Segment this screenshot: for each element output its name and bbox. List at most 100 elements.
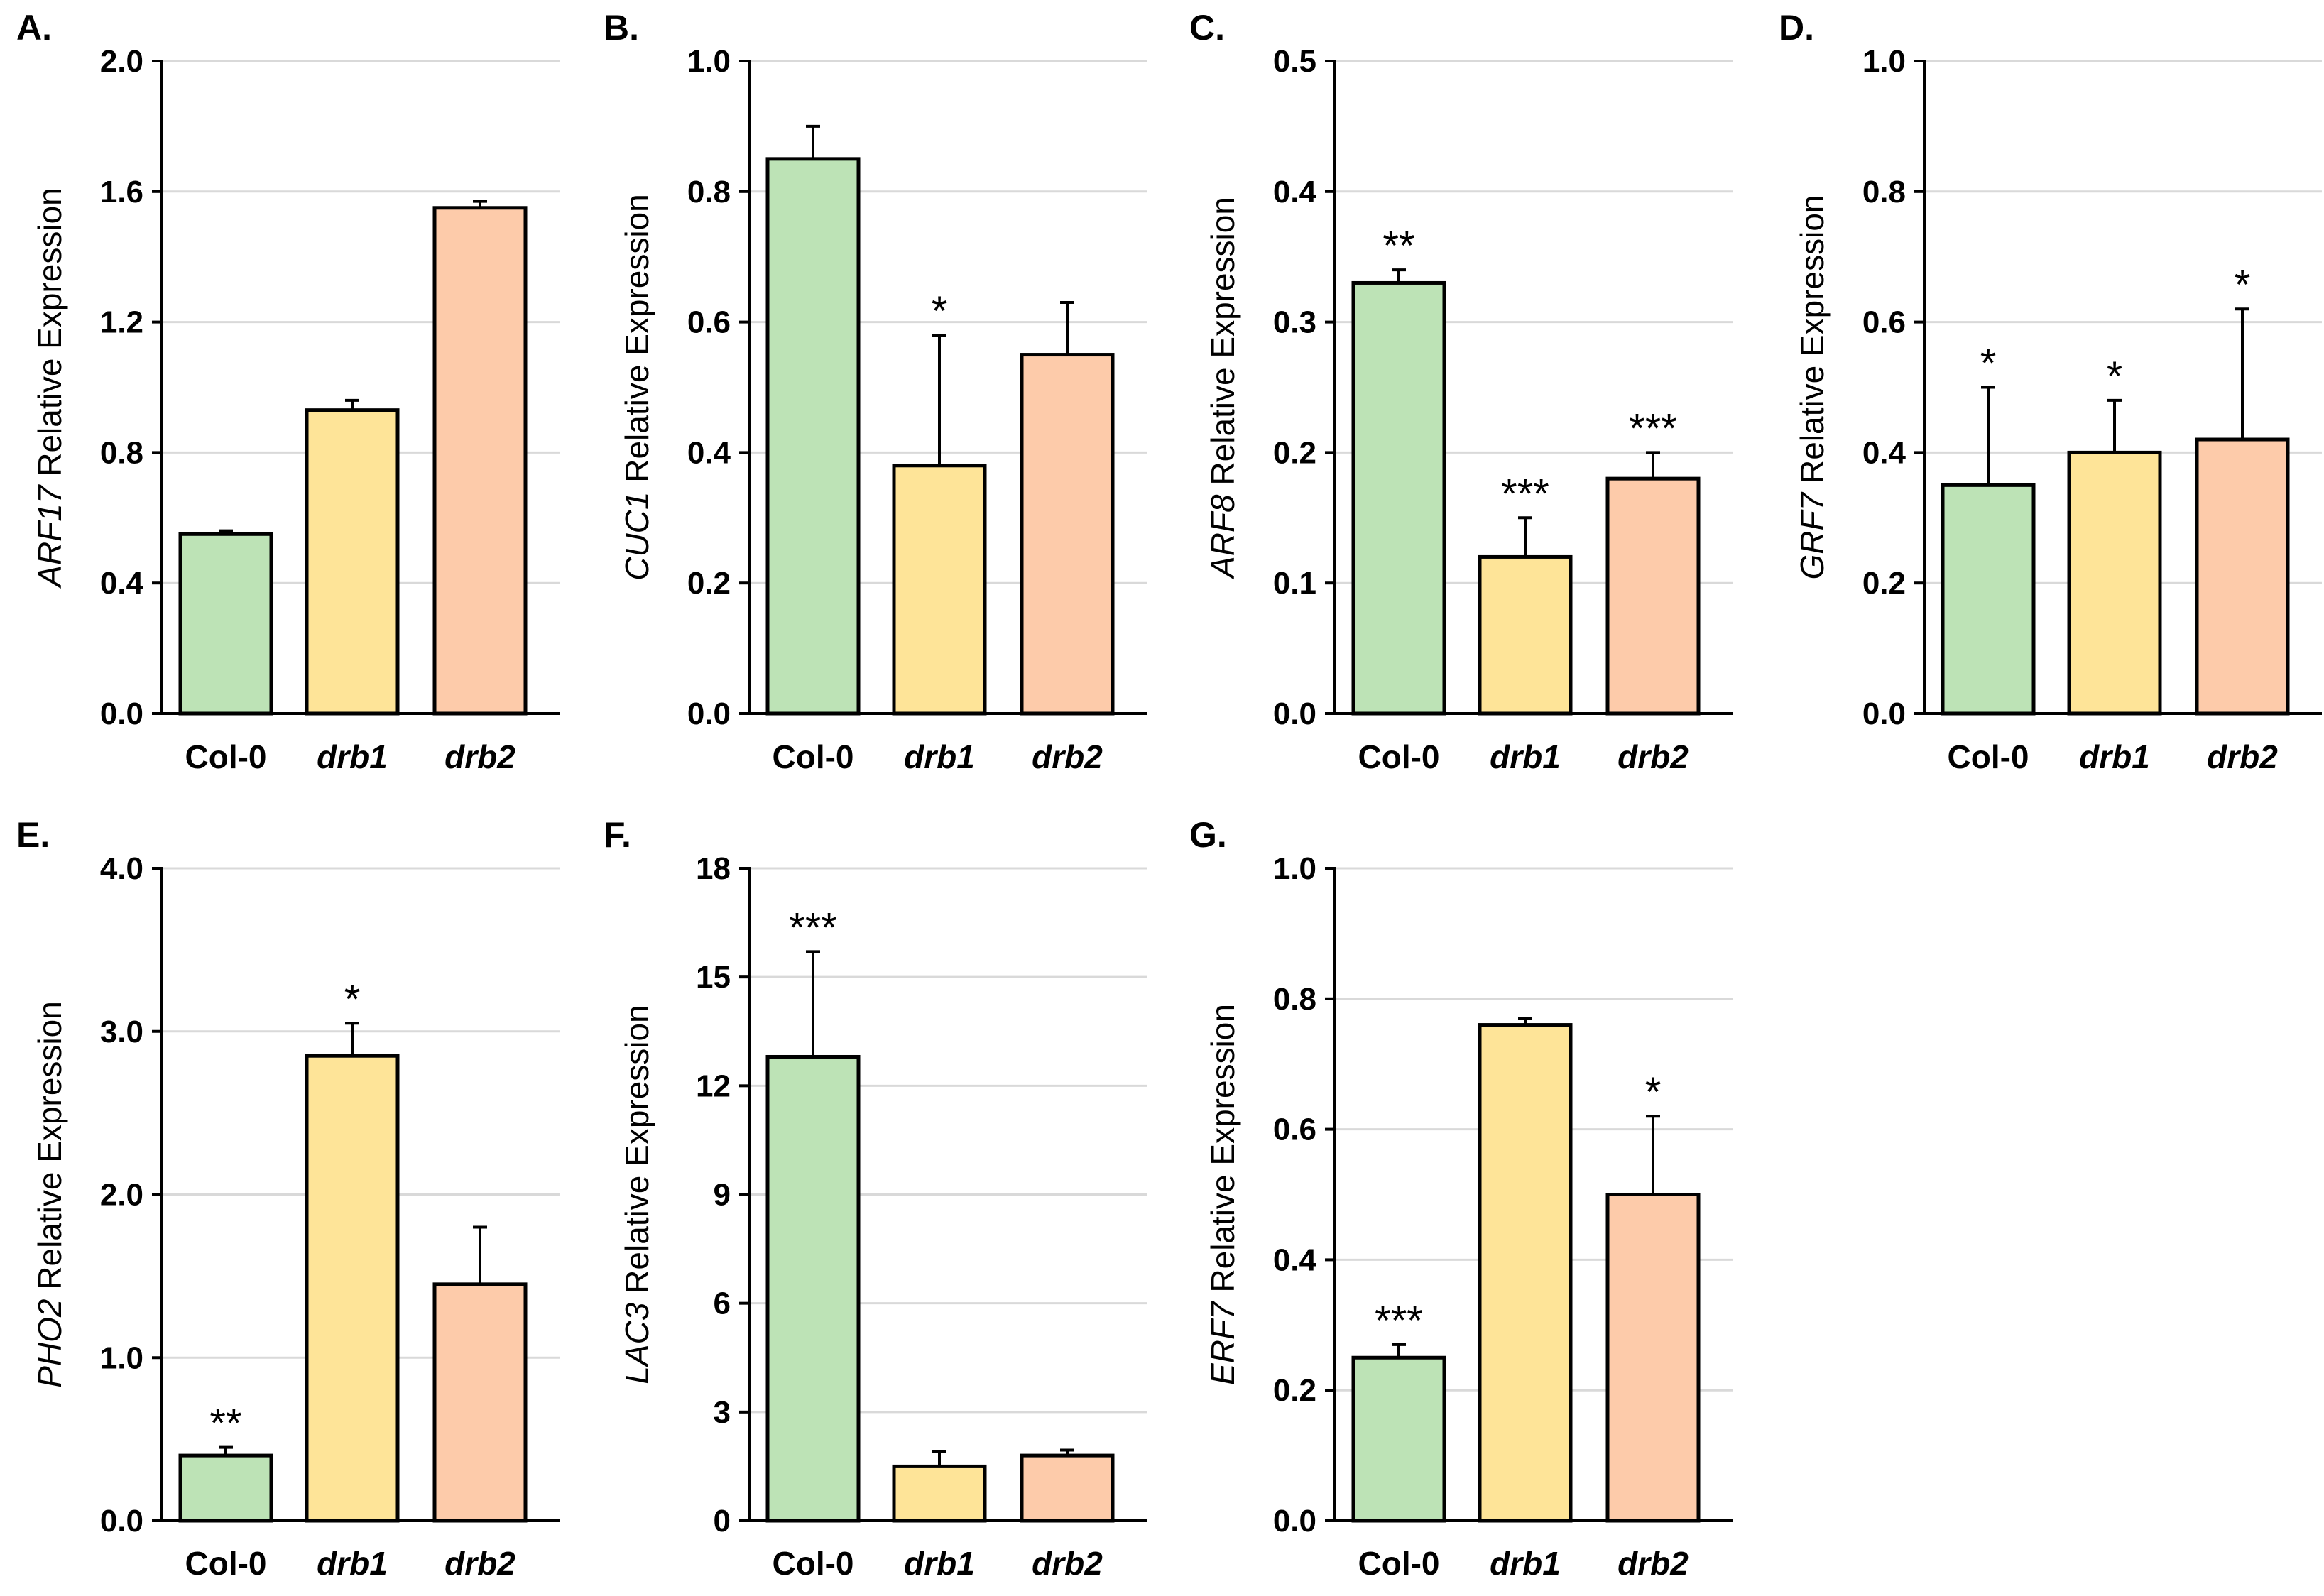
x-category-label-drb2: drb2 — [1032, 1545, 1103, 1582]
y-tick-label: 4.0 — [100, 851, 143, 886]
y-tick-label: 0.8 — [1862, 175, 1906, 209]
y-tick-label: 0.2 — [1273, 1373, 1316, 1408]
y-tick-label: 0.2 — [687, 566, 731, 601]
bar-col-0 — [1941, 483, 2036, 716]
y-axis-label: ARF8 Relative Expression — [1204, 197, 1241, 580]
y-tick-label: 12 — [696, 1068, 731, 1103]
panel-label: A. — [16, 8, 52, 48]
y-tick-label: 0.3 — [1273, 305, 1316, 340]
y-tick-label: 0.4 — [1273, 175, 1317, 209]
panel-g: G. 0.0 0.2 0.4 0.6 0.8 1.0 *** Col-0 drb1 * drb2 ERF… — [1189, 815, 1733, 1582]
y-tick-label: 3 — [714, 1395, 731, 1430]
x-category-label-drb2: drb2 — [444, 738, 515, 775]
x-category-label-col-0: Col-0 — [773, 1545, 854, 1582]
y-tick-label: 3.0 — [100, 1015, 143, 1049]
label-space — [618, 483, 655, 492]
gene-name: LAC3 — [618, 1302, 655, 1384]
y-tick-label: 0.6 — [1862, 305, 1906, 340]
bar-drb1 — [892, 464, 987, 716]
significance-marker: * — [1980, 341, 1997, 387]
significance-marker: ** — [1382, 223, 1414, 269]
panel-label: G. — [1189, 815, 1227, 855]
bar-col-0 — [1351, 1355, 1446, 1523]
y-tick-label: 1.6 — [100, 175, 143, 209]
y-tick-label: 0.0 — [100, 696, 143, 731]
panel-label: B. — [604, 8, 639, 48]
ylabel-suffix: Relative Expression — [1794, 195, 1831, 484]
panel-label: C. — [1189, 8, 1225, 48]
y-tick-label: 9 — [714, 1178, 731, 1213]
x-category-label-drb1: drb1 — [2079, 738, 2150, 775]
bar-drb2 — [2195, 437, 2290, 716]
y-tick-label: 0.1 — [1273, 566, 1316, 601]
y-axis-label: ERF7 Relative Expression — [1204, 1004, 1241, 1385]
x-category-label-drb2: drb2 — [444, 1545, 515, 1582]
significance-marker: * — [2107, 354, 2123, 400]
x-category-label-col-0: Col-0 — [773, 738, 854, 775]
gene-name: CUC1 — [618, 492, 655, 581]
label-space — [31, 476, 68, 486]
significance-marker: *** — [1629, 405, 1677, 452]
x-category-label-drb1: drb1 — [317, 738, 388, 775]
ylabel-suffix: Relative Expression — [1204, 197, 1241, 486]
x-category-label-col-0: Col-0 — [1358, 738, 1440, 775]
y-tick-label: 0.0 — [1273, 1504, 1316, 1538]
significance-marker: * — [344, 976, 361, 1022]
panel-label: F. — [604, 815, 631, 855]
panel-b: B. 0.0 0.2 0.4 0.6 0.8 1.0 Col-0 * drb1 drb2 CUC1 R… — [604, 8, 1147, 775]
y-tick-label: 2.0 — [100, 44, 143, 79]
y-tick-label: 0.8 — [100, 435, 143, 470]
panel-d: D. 0.0 0.2 0.4 0.6 0.8 1.0 * Col-0 * drb1 * drb2 GRF7… — [1779, 8, 2322, 775]
y-tick-label: 0.8 — [687, 175, 731, 209]
y-axis-label: CUC1 Relative Expression — [618, 194, 655, 581]
y-tick-label: 0.2 — [1273, 435, 1316, 470]
label-space — [1204, 486, 1241, 495]
bar-drb1 — [892, 1464, 987, 1523]
panel-label: D. — [1779, 8, 1814, 48]
y-tick-label: 0.4 — [687, 435, 731, 470]
y-tick-label: 0.8 — [1273, 982, 1316, 1017]
y-tick-label: 0.4 — [100, 566, 144, 601]
y-tick-label: 1.2 — [100, 305, 143, 340]
bar-col-0 — [178, 1453, 273, 1523]
label-space — [31, 1290, 68, 1299]
panel-label: E. — [16, 815, 50, 855]
y-tick-label: 0.5 — [1273, 44, 1316, 79]
bar-col-0 — [765, 1054, 861, 1523]
x-category-label-drb1: drb1 — [317, 1545, 388, 1582]
x-category-label-drb2: drb2 — [2207, 738, 2278, 775]
panel-c: C. 0.0 0.1 0.2 0.3 0.4 0.5 ** Col-0 *** drb1 *** drb… — [1189, 8, 1733, 775]
bar-drb2 — [1020, 1453, 1115, 1523]
bar-drb2 — [1605, 476, 1701, 716]
y-tick-label: 0.4 — [1273, 1242, 1317, 1277]
significance-marker: * — [932, 288, 948, 334]
gene-name: ARF17 — [31, 484, 68, 589]
x-category-label-drb2: drb2 — [1617, 738, 1689, 775]
y-tick-label: 2.0 — [100, 1178, 143, 1213]
x-category-label-drb1: drb1 — [1490, 1545, 1561, 1582]
ylabel-suffix: Relative Expression — [618, 1005, 655, 1294]
y-tick-label: 1.0 — [687, 44, 731, 79]
bar-drb1 — [1478, 1023, 1573, 1523]
y-axis-label: GRF7 Relative Expression — [1794, 195, 1831, 580]
x-category-label-col-0: Col-0 — [185, 738, 267, 775]
y-tick-label: 0.2 — [1862, 566, 1906, 601]
bar-drb2 — [1020, 353, 1115, 716]
x-category-label-drb1: drb1 — [904, 1545, 975, 1582]
x-category-label-col-0: Col-0 — [1948, 738, 2029, 775]
gene-name: GRF7 — [1794, 491, 1831, 579]
y-axis-label: ARF17 Relative Expression — [31, 187, 68, 589]
significance-marker: *** — [789, 904, 837, 951]
bar-drb1 — [305, 1054, 400, 1523]
gene-name: ARF8 — [1204, 494, 1241, 580]
gene-name: PHO2 — [31, 1299, 68, 1388]
gene-name: ERF7 — [1204, 1301, 1241, 1385]
y-tick-label: 18 — [696, 851, 731, 886]
panel-a: A. 0.0 0.4 0.8 1.2 1.6 2.0 Col-0 drb1 drb2 ARF17 R… — [16, 8, 560, 775]
ylabel-suffix: Relative Expression — [1204, 1004, 1241, 1293]
y-tick-label: 15 — [696, 960, 731, 995]
y-tick-label: 6 — [714, 1286, 731, 1321]
x-category-label-col-0: Col-0 — [1358, 1545, 1440, 1582]
bar-col-0 — [1351, 280, 1446, 716]
y-tick-label: 0.0 — [687, 696, 731, 731]
